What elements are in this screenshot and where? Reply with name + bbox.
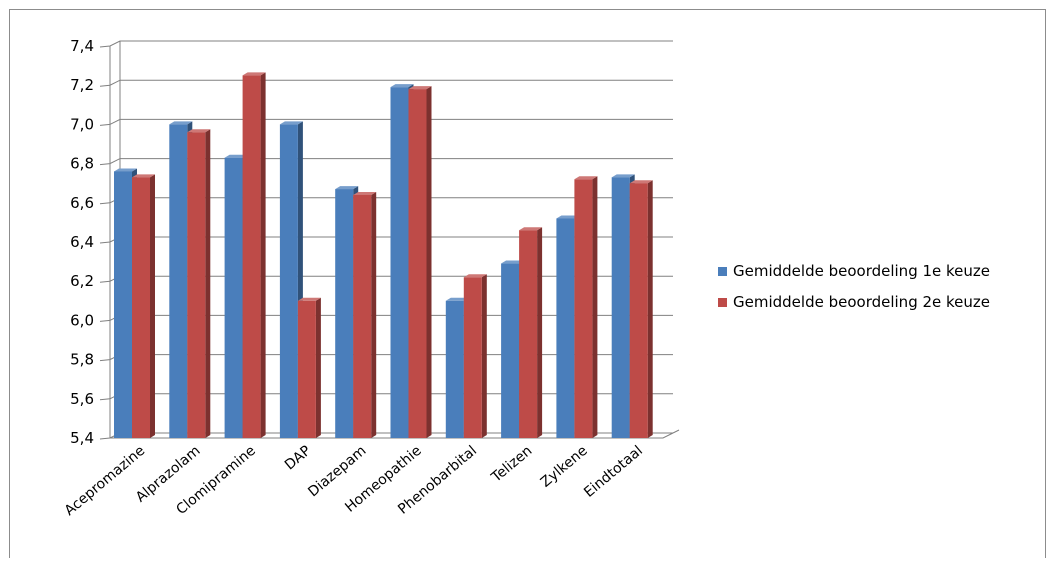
- y-tick-label: 7,0: [70, 115, 94, 133]
- y-tick-label: 6,4: [70, 233, 94, 251]
- bar-top-face: [224, 154, 248, 158]
- gridline: [99, 79, 673, 87]
- bar-top-face: [242, 72, 266, 76]
- y-tick-label: 5,4: [70, 429, 94, 447]
- bar-2e-zylkene: [574, 179, 593, 438]
- legend: Gemiddelde beoordeling 1e keuze Gemiddeld…: [718, 262, 990, 311]
- y-tick-label: 6,0: [70, 311, 94, 329]
- bar-top-face: [169, 121, 193, 125]
- legend-entry: Gemiddelde beoordeling 2e keuze: [733, 293, 990, 311]
- bar-top-face: [408, 86, 432, 90]
- bar-side-face: [150, 174, 155, 438]
- bar-side-face: [371, 191, 377, 438]
- bar-1e-zylkene: [556, 218, 575, 438]
- bar-top-face: [445, 297, 469, 301]
- bar-side-face: [592, 176, 598, 438]
- bar-1e-acepromazine: [114, 171, 132, 438]
- bar-2e-diazepam: [353, 194, 372, 438]
- bar-2e-phenobarbital: [463, 277, 482, 438]
- bar-side-face: [205, 129, 211, 439]
- bar-1e-homeopathie: [390, 87, 409, 438]
- y-axis-ticks: 5,4 5,6 5,8 6,0 6,2 6,4 6,6 6,8 7,0 7,2 7,4: [70, 37, 94, 447]
- bar-2e-homeopathie: [408, 89, 427, 439]
- bar-top-face: [501, 260, 525, 264]
- bar-1e-telizen: [501, 263, 520, 438]
- bar-top-face: [187, 129, 211, 133]
- bar-2e-eindtotaal: [629, 183, 648, 438]
- bar-top-face: [556, 215, 580, 219]
- bar-side-face: [426, 86, 432, 439]
- bar-top-face: [297, 297, 321, 301]
- y-tick-label: 5,6: [70, 390, 94, 408]
- bar-side-face: [260, 72, 266, 439]
- bar-top-face: [132, 174, 155, 178]
- y-tick-label: 6,6: [70, 194, 94, 212]
- bar-top-face: [519, 227, 543, 231]
- bar-top-face: [390, 84, 414, 88]
- bar-1e-clomipramine: [224, 157, 243, 438]
- bar-1e-alprazolam: [169, 124, 188, 439]
- bar-side-face: [315, 297, 321, 438]
- bar-2e-alprazolam: [187, 132, 206, 439]
- gridline: [99, 40, 673, 48]
- bar-top-face: [629, 180, 653, 184]
- y-tick-label: 7,2: [70, 76, 94, 94]
- bar-2e-dap: [297, 300, 316, 438]
- bar-top-face: [574, 176, 598, 180]
- bars-layer: [114, 72, 653, 439]
- bar-1e-phenobarbital: [445, 300, 464, 438]
- y-tick-label: 6,8: [70, 155, 94, 173]
- bar-side-face: [537, 227, 543, 438]
- y-tick-label: 7,4: [70, 37, 94, 55]
- legend-swatch: [718, 267, 727, 276]
- bar-top-face: [279, 121, 303, 125]
- bar-2e-telizen: [519, 230, 538, 438]
- y-tick-label: 6,2: [70, 272, 94, 290]
- bar-top-face: [335, 186, 359, 190]
- bar-2e-acepromazine: [132, 177, 150, 438]
- bar-2e-clomipramine: [242, 75, 261, 439]
- bar-side-face: [647, 180, 653, 438]
- bar-1e-dap: [279, 124, 298, 439]
- bar-top-face: [463, 274, 487, 278]
- x-tick-label: Acepromazine: [62, 443, 148, 519]
- x-tick-label: DAP: [282, 443, 314, 474]
- bar-side-face: [481, 274, 487, 438]
- x-tick-label: Zylkene: [538, 443, 591, 491]
- bar-top-face: [353, 191, 377, 195]
- bar-top-face: [611, 174, 635, 178]
- y-tick-label: 5,8: [70, 351, 94, 369]
- axis-tick: [672, 429, 680, 434]
- bar-top-face: [114, 168, 137, 172]
- x-tick-label: Telizen: [488, 443, 535, 486]
- bar-1e-diazepam: [335, 189, 354, 438]
- bar-1e-eindtotaal: [611, 177, 630, 438]
- legend-entry: Gemiddelde beoordeling 1e keuze: [733, 262, 990, 280]
- x-tick-label: Eindtotaal: [581, 443, 646, 501]
- legend-swatch: [718, 298, 727, 307]
